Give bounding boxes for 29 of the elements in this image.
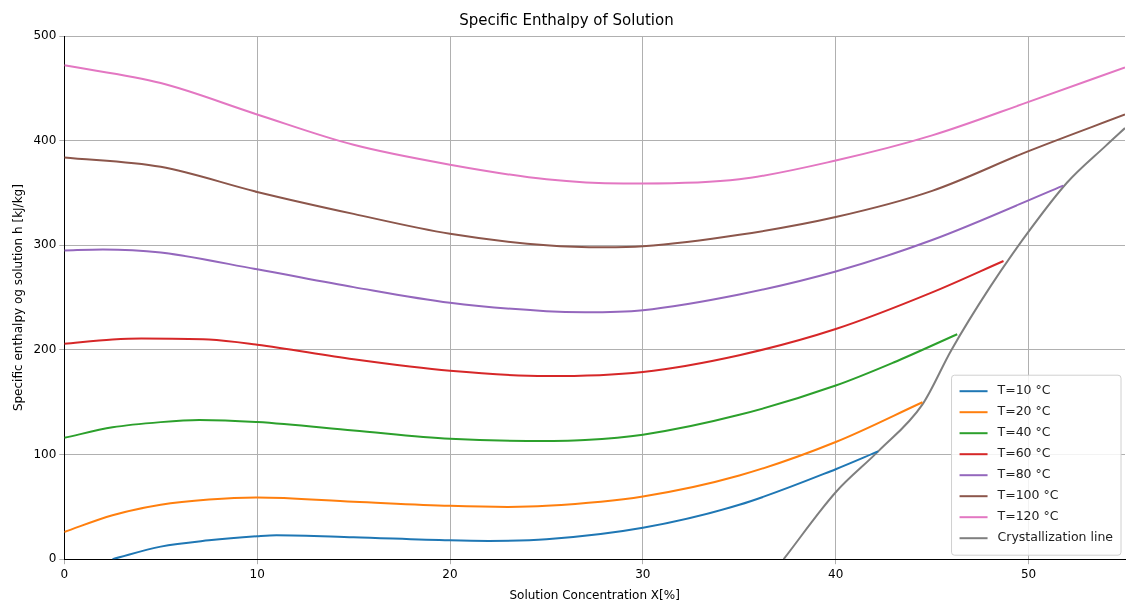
legend-label: T=80 °C: [996, 466, 1051, 482]
legend-label: Crystallization line: [997, 529, 1114, 545]
y-tick-label: 500: [33, 28, 57, 43]
x-tick-label: 0: [60, 566, 69, 581]
line-series: [64, 259, 1005, 378]
legend-label: T=40 °C: [996, 424, 1051, 440]
y-tick-label: 200: [33, 342, 57, 357]
line-series: [111, 450, 880, 560]
legend-label: T=120 °C: [996, 508, 1059, 524]
x-axis-title: Solution Concentration X[%]: [509, 587, 680, 602]
legend-label: T=100 °C: [996, 487, 1059, 503]
legend-label: T=10 °C: [996, 382, 1051, 398]
x-tick-label: 50: [1020, 566, 1037, 581]
y-tick-label: 300: [33, 237, 57, 252]
legend-label: T=20 °C: [996, 403, 1051, 419]
y-tick-label: 100: [33, 446, 57, 461]
y-axis-title: Specific enthalpy og solution h [kJ/kg]: [11, 184, 26, 412]
x-tick-label: 40: [828, 566, 844, 581]
line-series: [64, 184, 1065, 314]
legend-label: T=60 °C: [996, 445, 1051, 461]
x-tick-label: 20: [442, 566, 458, 581]
line-series: [782, 127, 1125, 560]
line-series: [64, 401, 924, 533]
y-tick-label: 400: [33, 132, 57, 147]
chart-title: Specific Enthalpy of Solution: [459, 10, 674, 29]
x-tick-label: 30: [635, 566, 651, 581]
line-series: [64, 333, 959, 442]
x-tick-label: 10: [249, 566, 265, 581]
y-tick-label: 0: [48, 551, 57, 566]
